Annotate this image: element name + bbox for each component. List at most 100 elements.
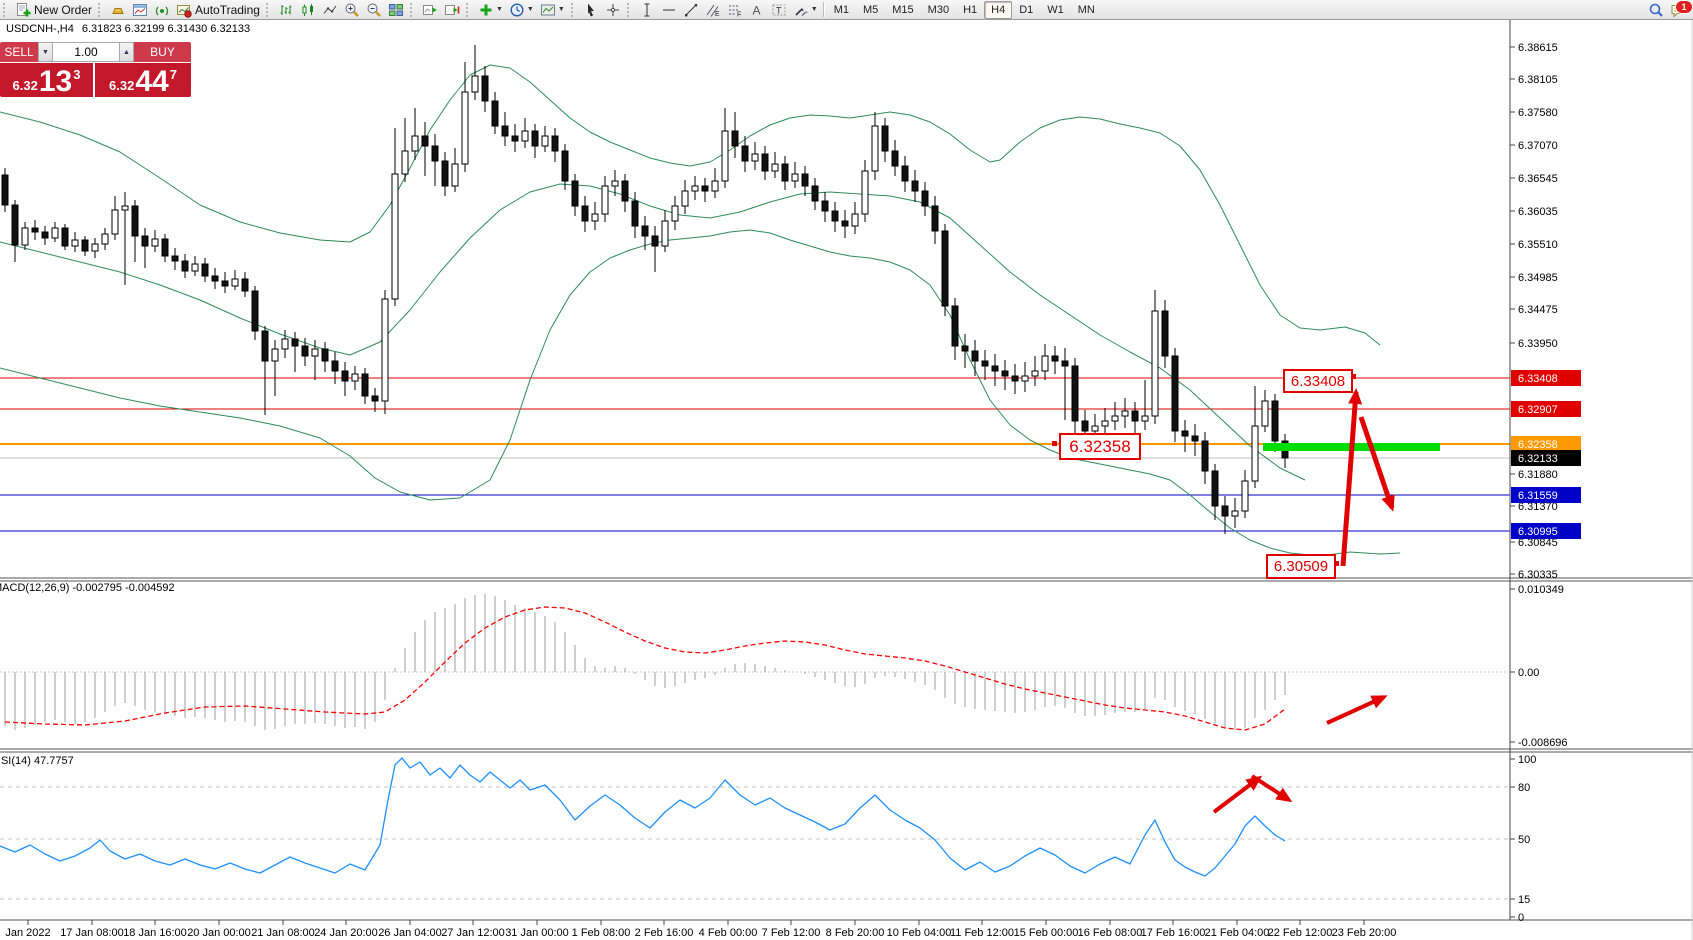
shapes-icon: [795, 7, 808, 16]
main-toolbar: New Order AutoTrading ▼ ▼ ▼ E F A T ▼ M1 M5 M15 M30 H1…: [0, 0, 1693, 20]
svg-text:6.32133: 6.32133: [1518, 453, 1558, 465]
timeframe-button-mn[interactable]: MN: [1077, 3, 1095, 16]
text-label-button[interactable]: T: [768, 0, 790, 19]
timeframe-button-m30[interactable]: M30: [927, 3, 950, 16]
zoom-out-button[interactable]: [363, 0, 385, 19]
chart-shift-button[interactable]: [441, 0, 463, 19]
bar-chart-button[interactable]: [275, 0, 297, 19]
sell-price-button[interactable]: 6.32 13 3: [0, 63, 93, 97]
data-window-button[interactable]: [129, 0, 151, 19]
svg-text:18 Jan 16:00: 18 Jan 16:00: [123, 927, 187, 939]
market-watch-button[interactable]: [107, 0, 129, 19]
fibo-channel-icon: E: [706, 4, 720, 18]
periods-button[interactable]: ▼: [506, 0, 537, 19]
svg-text:Jan 2022: Jan 2022: [5, 927, 50, 939]
crosshair-button[interactable]: [602, 0, 624, 19]
dropdown-caret-icon: ▼: [810, 6, 818, 13]
period-clock-icon: [510, 2, 524, 17]
sell-button[interactable]: SELL: [0, 42, 38, 62]
trendline-icon: [684, 3, 697, 16]
buy-button[interactable]: BUY: [134, 42, 191, 62]
time-axis: Jan 2022 17 Jan 08:00 18 Jan 16:00 20 Jan 0…: [5, 920, 1396, 939]
zoom-in-button[interactable]: [341, 0, 363, 19]
text-button[interactable]: A: [746, 0, 768, 19]
buy-price-button[interactable]: 6.32 44 7: [95, 63, 191, 97]
svg-text:6.38615: 6.38615: [1518, 42, 1558, 54]
main-price-pane: [0, 45, 1510, 567]
svg-text:6.37580: 6.37580: [1518, 107, 1558, 119]
svg-text:6.34985: 6.34985: [1518, 272, 1558, 284]
fibonacci-button[interactable]: F: [724, 0, 746, 19]
text-icon: A: [752, 3, 760, 17]
toolbar-drag-handle: [465, 2, 472, 17]
autotrading-button[interactable]: AutoTrading: [173, 0, 263, 19]
svg-text:0: 0: [1518, 912, 1524, 924]
chart-ohlc-header: USDCNH-,H4 6.31823 6.32199 6.31430 6.3213…: [6, 23, 250, 35]
text-label-icon: T: [772, 4, 786, 15]
sell-price-main: 13: [38, 65, 73, 98]
price-annotation-pivot[interactable]: 6.32358: [1059, 433, 1141, 460]
notifications-button[interactable]: 1: [1667, 0, 1693, 19]
signals-button[interactable]: [151, 0, 173, 19]
svg-text:6.36035: 6.36035: [1518, 206, 1558, 218]
horizontal-line-button[interactable]: [658, 0, 680, 19]
search-button[interactable]: [1645, 0, 1667, 19]
tile-windows-button[interactable]: [385, 0, 407, 19]
candles-chart-icon: [302, 3, 313, 16]
svg-text:17 Jan 08:00: 17 Jan 08:00: [60, 927, 124, 939]
cursor-icon: [587, 3, 594, 16]
search-icon: [1649, 3, 1663, 17]
timeframe-button-m5[interactable]: M5: [862, 3, 879, 16]
svg-text:21 Feb 04:00: 21 Feb 04:00: [1205, 927, 1270, 939]
zoom-out-icon: [367, 3, 381, 17]
candle-chart-button[interactable]: [297, 0, 319, 19]
timeframe-button-m1[interactable]: M1: [833, 3, 849, 16]
svg-text:6.38105: 6.38105: [1518, 74, 1558, 86]
line-chart-button[interactable]: [319, 0, 341, 19]
chart-step-icon: [444, 4, 460, 15]
volume-increase-button[interactable]: ▲: [119, 42, 134, 62]
svg-text:11 Feb 12:00: 11 Feb 12:00: [950, 927, 1014, 939]
volume-input[interactable]: 1.00: [53, 42, 119, 62]
hline-icon: [662, 9, 675, 10]
timeframe-button-m15[interactable]: M15: [892, 3, 914, 16]
vline-icon: [644, 3, 650, 16]
new-order-button-label: New Order: [34, 2, 93, 17]
tile-windows-icon: [388, 3, 403, 16]
svg-text:6.35510: 6.35510: [1518, 239, 1558, 251]
crosshair-icon: [606, 3, 619, 16]
ohlc-values: 6.31823 6.32199 6.31430 6.32133: [81, 23, 251, 35]
svg-text:0.010349: 0.010349: [1518, 584, 1564, 596]
indicator-plus-icon: [480, 4, 492, 15]
equidistant-channel-button[interactable]: E: [702, 0, 724, 19]
trendline-button[interactable]: [680, 0, 702, 19]
volume-decrease-button[interactable]: ▼: [38, 42, 53, 62]
svg-text:27 Jan 12:00: 27 Jan 12:00: [441, 927, 505, 939]
timeframe-button-d1[interactable]: D1: [1019, 3, 1034, 16]
gold-bar-icon: [112, 7, 124, 14]
indicators-button[interactable]: ▼: [475, 0, 506, 19]
svg-text:6.31880: 6.31880: [1518, 469, 1558, 481]
timeframe-button-h1[interactable]: H1: [963, 3, 978, 16]
rsi-pane-title: RSI(14) 47.7757: [0, 755, 74, 767]
svg-text:10 Feb 04:00: 10 Feb 04:00: [887, 927, 952, 939]
svg-text:24 Jan 20:00: 24 Jan 20:00: [314, 927, 378, 939]
vertical-line-button[interactable]: [636, 0, 658, 19]
timeframe-button-h4[interactable]: H4: [984, 0, 1013, 19]
arrows-button[interactable]: ▼: [790, 0, 821, 19]
candlesticks: [1, 45, 1289, 534]
cursor-button[interactable]: [580, 0, 602, 19]
price-annotation-support[interactable]: 6.30509: [1266, 554, 1336, 579]
price-annotation-resistance[interactable]: 6.33408: [1283, 369, 1353, 393]
chart-autoscroll-button[interactable]: [419, 0, 441, 19]
toolbar-right-icons: 1: [1645, 0, 1693, 19]
templates-button[interactable]: ▼: [537, 0, 568, 19]
timeframe-button-w1[interactable]: W1: [1047, 3, 1064, 16]
toolbar-drag-handle: [570, 2, 577, 17]
symbol-period-label: USDCNH-,H4: [6, 23, 74, 35]
new-order-button[interactable]: New Order: [12, 0, 95, 19]
buy-price-pip: 7: [169, 67, 177, 82]
svg-text:6.33408: 6.33408: [1518, 373, 1558, 385]
